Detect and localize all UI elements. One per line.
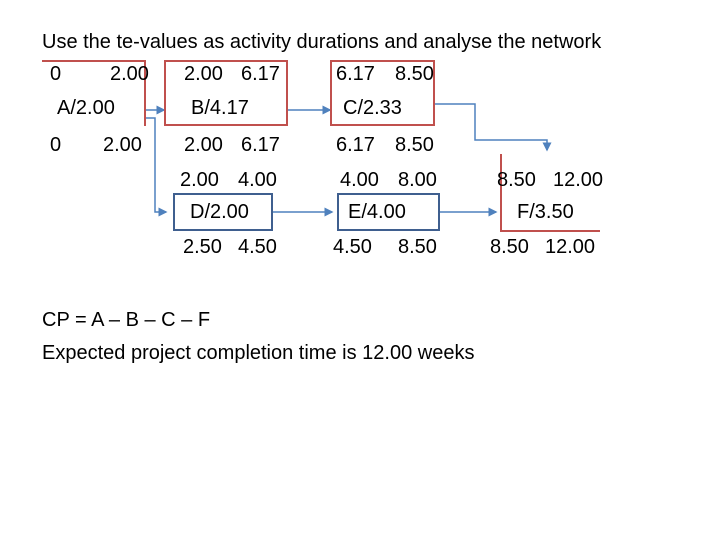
activity-a-lf: 2.00 bbox=[103, 134, 142, 156]
activity-e-es: 4.00 bbox=[340, 169, 379, 191]
activity-b-es: 2.00 bbox=[184, 63, 223, 85]
activity-c-box bbox=[330, 60, 435, 126]
activity-b-ls: 2.00 bbox=[184, 134, 223, 156]
activity-f-box bbox=[500, 154, 600, 232]
activity-e-lf: 8.50 bbox=[398, 236, 437, 258]
activity-d-lf: 4.50 bbox=[238, 236, 277, 258]
activity-f-lf: 12.00 bbox=[545, 236, 596, 258]
activity-b-ef: 6.17 bbox=[241, 63, 280, 85]
activity-d-label: D/2.00 bbox=[190, 201, 249, 223]
activity-b-box bbox=[164, 60, 288, 126]
activity-f-ls: 8.50 bbox=[490, 236, 529, 258]
activity-a-ef: 2.00 bbox=[110, 63, 149, 85]
activity-c-lf: 8.50 bbox=[395, 134, 434, 156]
activity-e-box bbox=[337, 193, 440, 231]
activity-f-label: F/3.50 bbox=[517, 201, 574, 223]
page-title: Use the te-values as activity durations … bbox=[42, 31, 602, 53]
activity-f-es: 8.50 bbox=[497, 169, 536, 191]
activity-a-label: A/2.00 bbox=[57, 97, 115, 119]
arrow-a-d bbox=[146, 117, 168, 217]
activity-c-label: C/2.33 bbox=[343, 97, 402, 119]
critical-path-line: CP = A – B – C – F bbox=[42, 309, 211, 331]
activity-e-label: E/4.00 bbox=[348, 201, 406, 223]
activity-e-ef: 8.00 bbox=[398, 169, 437, 191]
activity-d-ef: 4.00 bbox=[238, 169, 277, 191]
activity-d-ls: 2.50 bbox=[183, 236, 222, 258]
activity-f-ef: 12.00 bbox=[553, 169, 604, 191]
activity-a-ls: 0 bbox=[50, 134, 62, 156]
completion-time-line: Expected project completion time is 12.0… bbox=[42, 342, 475, 364]
arrow-c-f bbox=[435, 103, 552, 152]
activity-d-es: 2.00 bbox=[180, 169, 219, 191]
activity-a-box bbox=[42, 60, 146, 126]
activity-c-es: 6.17 bbox=[336, 63, 375, 85]
activity-c-ls: 6.17 bbox=[336, 134, 375, 156]
activity-c-ef: 8.50 bbox=[395, 63, 434, 85]
activity-d-box bbox=[173, 193, 273, 231]
activity-b-label: B/4.17 bbox=[191, 97, 249, 119]
activity-b-lf: 6.17 bbox=[241, 134, 280, 156]
activity-e-ls: 4.50 bbox=[333, 236, 372, 258]
activity-a-es: 0 bbox=[50, 63, 62, 85]
